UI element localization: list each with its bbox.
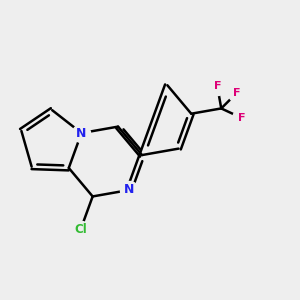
Text: N: N <box>76 127 87 140</box>
Text: F: F <box>238 113 245 123</box>
Text: F: F <box>214 82 221 92</box>
Text: N: N <box>124 184 134 196</box>
Text: Cl: Cl <box>74 223 87 236</box>
Text: F: F <box>233 88 241 98</box>
